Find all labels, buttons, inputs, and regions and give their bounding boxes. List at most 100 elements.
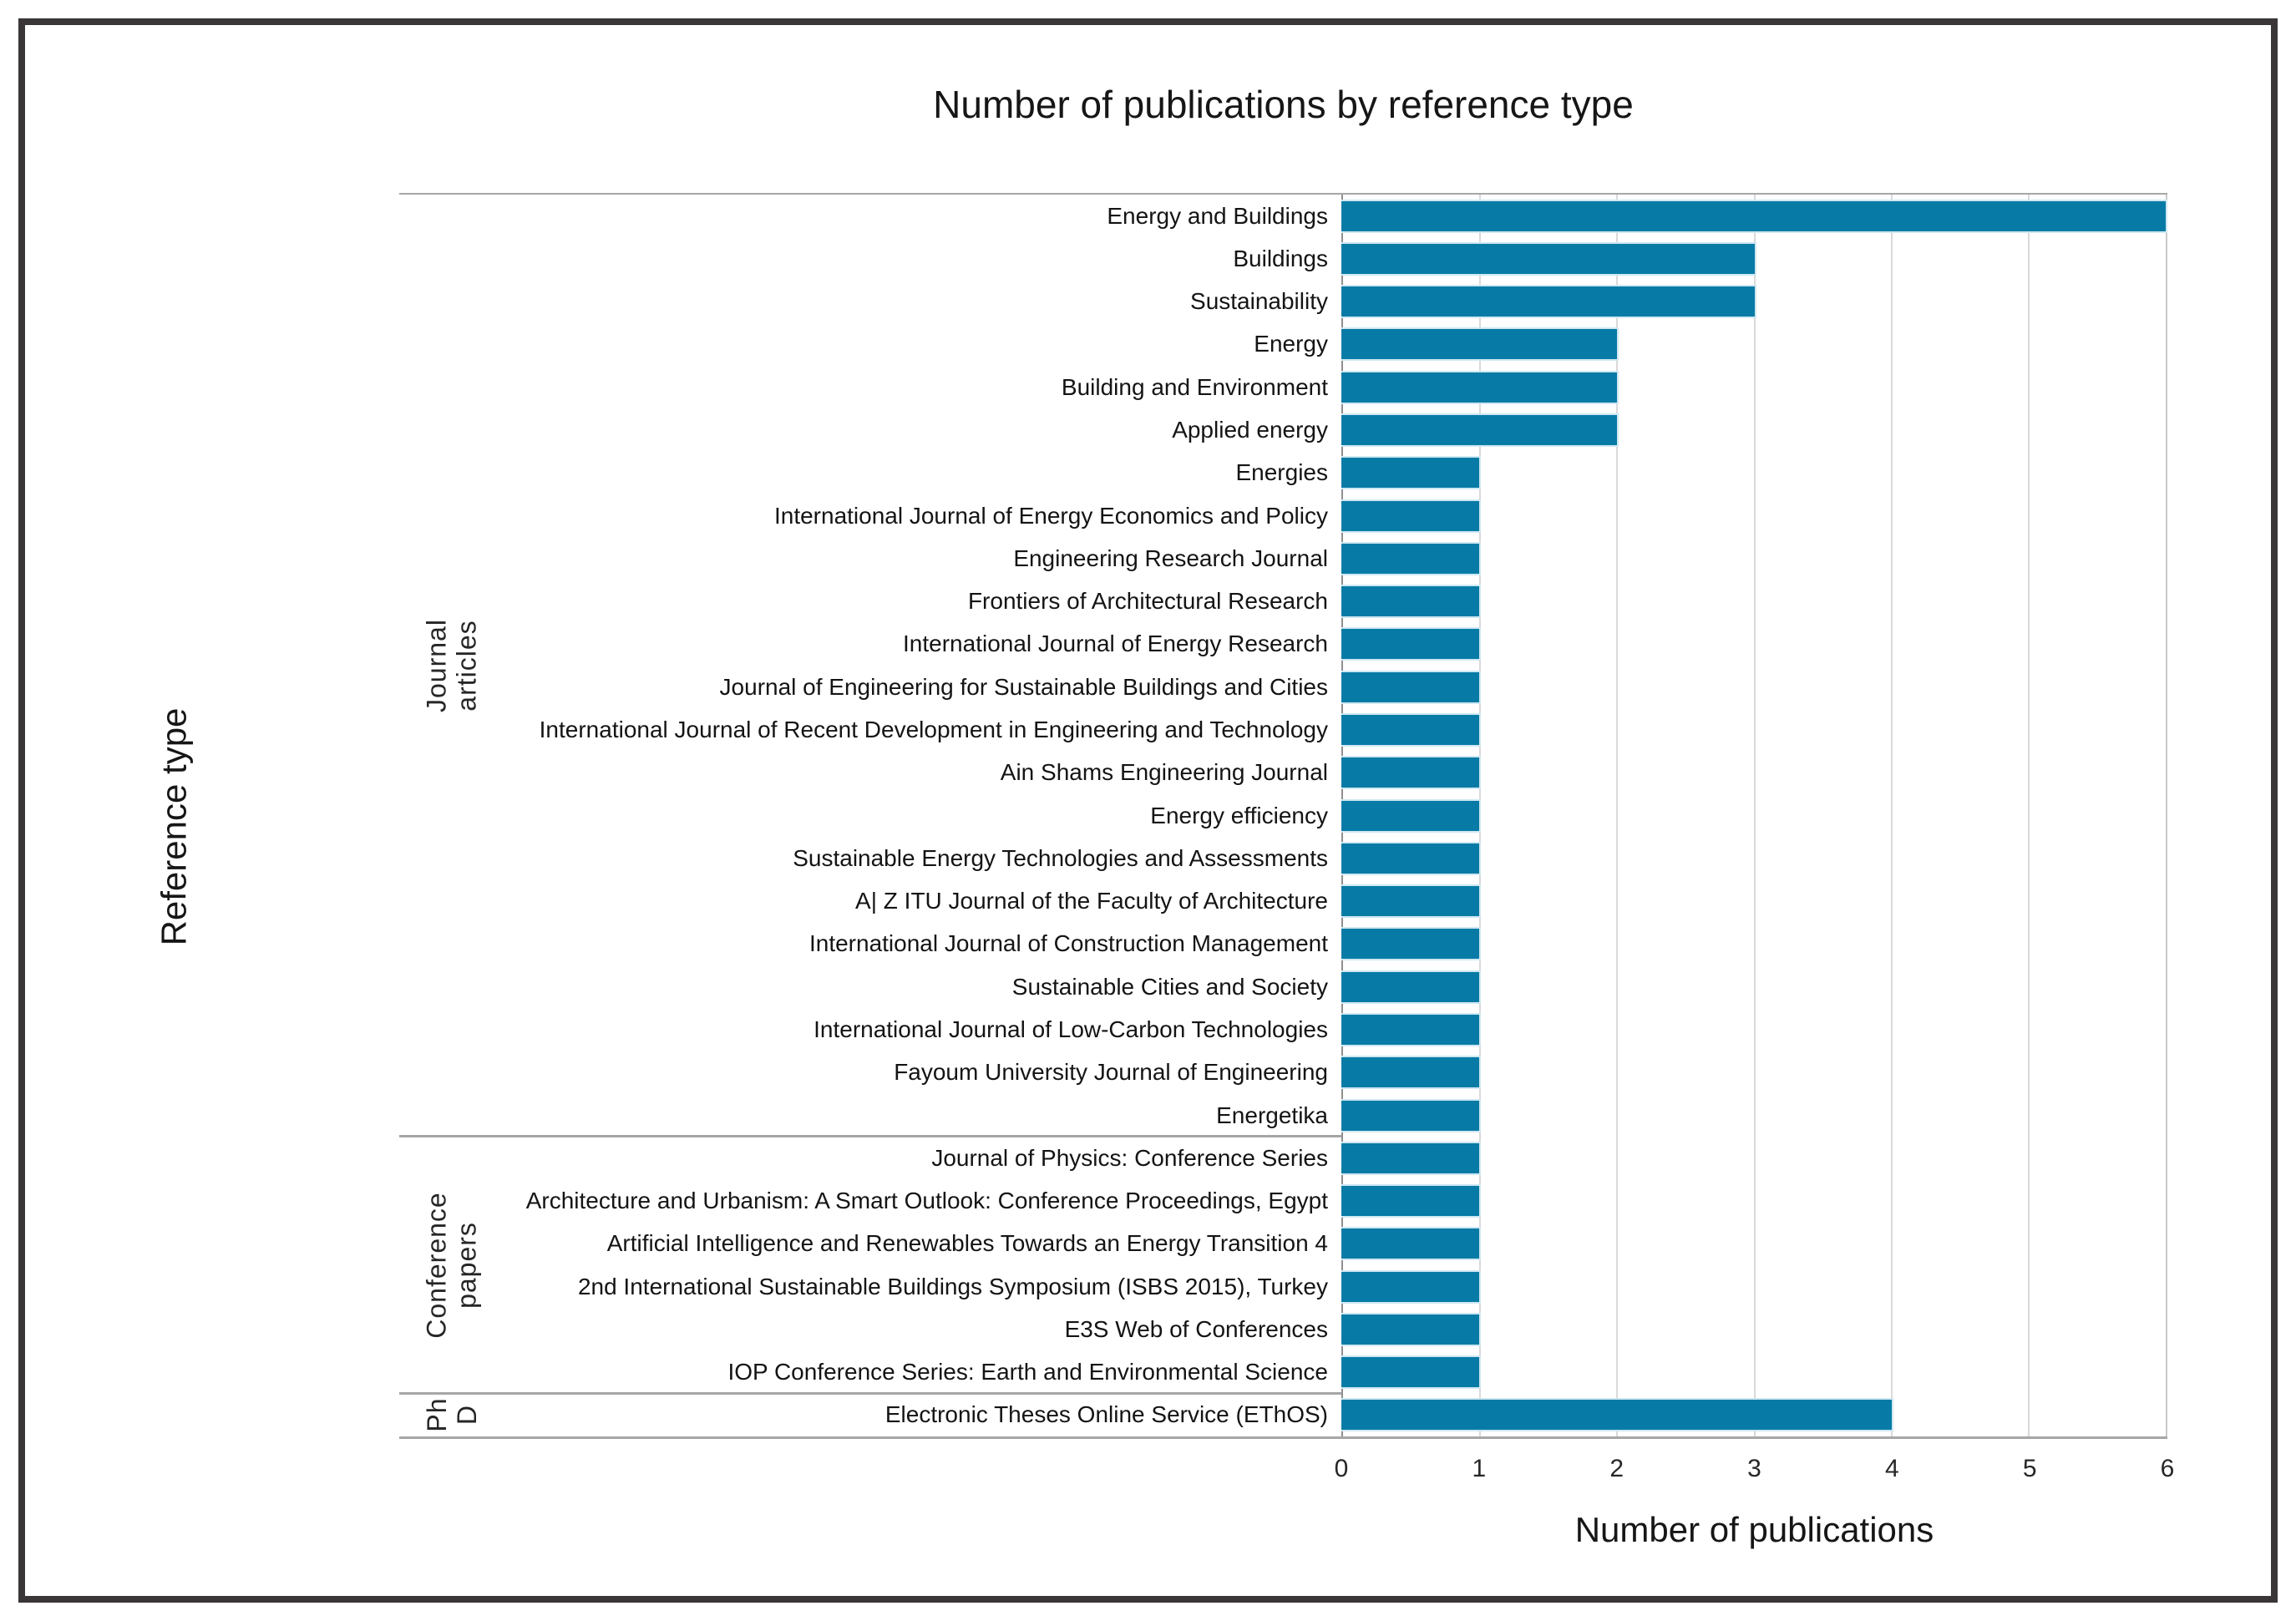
category-label: Frontiers of Architectural Research <box>967 588 1328 615</box>
category-label: E3S Web of Conferences <box>1064 1315 1328 1342</box>
category-label: Sustainability <box>1190 288 1328 315</box>
x-tick-label-3: 3 <box>1747 1455 1761 1482</box>
bar-row: Energetika <box>399 1094 2167 1137</box>
category-label: Journal of Physics: Conference Series <box>931 1144 1328 1171</box>
bar-row: International Journal of Low-Carbon Tech… <box>399 1008 2167 1051</box>
category-label: 2nd International Sustainable Buildings … <box>577 1273 1328 1299</box>
bar-track <box>1341 452 2167 494</box>
y-axis-title: Reference type <box>154 707 193 946</box>
group-divider-line <box>399 1391 1341 1395</box>
bar-track <box>1341 623 2167 666</box>
bar <box>1341 756 1481 790</box>
x-tick-label-5: 5 <box>2022 1455 2037 1482</box>
bar-track <box>1341 1223 2167 1265</box>
category-label: Sustainable Energy Technologies and Asse… <box>793 844 1328 871</box>
gridline-x-5 <box>2027 195 2030 1436</box>
bar-track <box>1341 965 2167 1008</box>
x-tick-label-0: 0 <box>1334 1455 1349 1482</box>
bar-track <box>1341 281 2167 323</box>
category-label: A| Z ITU Journal of the Faculty of Archi… <box>855 888 1328 914</box>
bar-rows-container: Journal articles Energy and Buildings Buil… <box>399 195 2167 1436</box>
bar <box>1341 199 2167 233</box>
bar-row: Energy and Buildings <box>399 195 2167 237</box>
x-tick-label-4: 4 <box>1884 1455 1899 1482</box>
bar <box>1341 884 1481 919</box>
bar-row: Engineering Research Journal <box>399 537 2167 580</box>
bar <box>1341 370 1619 404</box>
category-label: Artificial Intelligence and Renewables T… <box>606 1230 1328 1257</box>
bar-row: International Journal of Construction Ma… <box>399 923 2167 965</box>
bar <box>1341 1012 1481 1046</box>
category-label: Electronic Theses Online Service (EThOS) <box>884 1401 1328 1428</box>
bar-track <box>1341 666 2167 708</box>
bar-row: International Journal of Energy Research <box>399 623 2167 666</box>
bar-track <box>1341 537 2167 580</box>
bar-row: Applied energy <box>399 408 2167 451</box>
group-band: Ph D Electronic Theses Online Service (ET… <box>399 1391 2167 1436</box>
bar <box>1341 327 1619 362</box>
bar-row: International Journal of Recent Developm… <box>399 708 2167 751</box>
bar-track <box>1341 708 2167 751</box>
category-label: Applied energy <box>1172 417 1328 443</box>
category-label: International Journal of Energy Research <box>903 631 1328 657</box>
bar <box>1341 713 1481 747</box>
chart-title: Number of publications by reference type <box>933 83 1634 126</box>
gridline-x-4 <box>1890 195 1893 1436</box>
bar <box>1341 541 1481 575</box>
bar-row: Artificial Intelligence and Renewables T… <box>399 1223 2167 1265</box>
outer-border-frame: Number of publications by reference type… <box>18 18 2278 1603</box>
x-tick-label-6: 6 <box>2160 1455 2175 1482</box>
bar-row: IOP Conference Series: Earth and Environ… <box>399 1350 2167 1393</box>
category-label: Fayoum University Journal of Engineering <box>894 1059 1328 1086</box>
bar-row: A| Z ITU Journal of the Faculty of Archi… <box>399 880 2167 923</box>
x-tick-label-2: 2 <box>1609 1455 1624 1482</box>
category-label: Ain Shams Engineering Journal <box>1000 759 1328 786</box>
bar-row: Buildings <box>399 237 2167 280</box>
category-label: Architecture and Urbanism: A Smart Outlo… <box>525 1187 1328 1213</box>
category-label: IOP Conference Series: Earth and Environ… <box>727 1359 1328 1385</box>
bar <box>1341 1355 1481 1390</box>
group-band: Conference papers Journal of Physics: Con… <box>399 1135 2167 1394</box>
category-label: Energy efficiency <box>1150 802 1328 828</box>
bar <box>1341 1141 1481 1175</box>
bar-row: International Journal of Energy Economic… <box>399 494 2167 537</box>
bar-row: 2nd International Sustainable Buildings … <box>399 1265 2167 1308</box>
category-label: Energetika <box>1216 1102 1328 1128</box>
bar-track <box>1341 752 2167 794</box>
bar-row: Sustainable Cities and Society <box>399 965 2167 1008</box>
bar-row: Journal of Physics: Conference Series <box>399 1137 2167 1179</box>
category-label: International Journal of Low-Carbon Tech… <box>813 1016 1328 1042</box>
bar-track <box>1341 1394 2167 1436</box>
bar-track <box>1341 1350 2167 1393</box>
bar <box>1341 1183 1481 1218</box>
bar <box>1341 241 1756 276</box>
bar <box>1341 1098 1481 1132</box>
bar-row: Frontiers of Architectural Research <box>399 580 2167 623</box>
bar-track <box>1341 237 2167 280</box>
category-label: Energy <box>1254 331 1328 357</box>
bar <box>1341 1312 1481 1346</box>
group-band: Journal articles Energy and Buildings Buil… <box>399 195 2167 1137</box>
bar <box>1341 841 1481 875</box>
category-label: Energy and Buildings <box>1107 202 1328 229</box>
bar-track <box>1341 1137 2167 1179</box>
bar <box>1341 1056 1481 1090</box>
category-label: Engineering Research Journal <box>1013 545 1328 571</box>
bar <box>1341 285 1756 319</box>
category-label: International Journal of Energy Economic… <box>773 502 1328 529</box>
bar <box>1341 927 1481 961</box>
x-tick-label-1: 1 <box>1472 1455 1487 1482</box>
bar <box>1341 499 1481 533</box>
y-axis-title-wrap: Reference type <box>132 534 215 1119</box>
bar <box>1341 627 1481 661</box>
bar <box>1341 585 1481 619</box>
bar-track <box>1341 837 2167 879</box>
category-label: International Journal of Recent Developm… <box>539 717 1328 743</box>
bar-row: Sustainability <box>399 281 2167 323</box>
bar-row: E3S Web of Conferences <box>399 1308 2167 1350</box>
category-label: Energies <box>1235 459 1328 486</box>
bar-track <box>1341 1094 2167 1137</box>
bar <box>1341 1227 1481 1261</box>
bar-track <box>1341 494 2167 537</box>
